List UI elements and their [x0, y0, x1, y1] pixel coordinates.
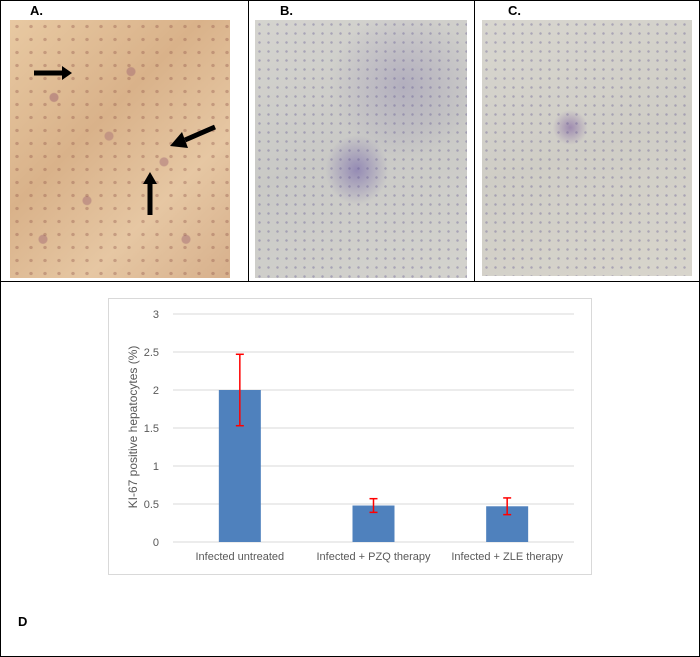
- micrograph-texture: [10, 20, 230, 278]
- y-tick-label: 0.5: [144, 499, 159, 511]
- y-tick-label: 2: [153, 385, 159, 397]
- x-tick-label: Infected + ZLE therapy: [451, 551, 563, 563]
- arrow-annotations: [34, 66, 216, 215]
- micrograph-b: [255, 20, 467, 278]
- y-tick-label: 1: [153, 461, 159, 473]
- micrograph-a: [10, 20, 230, 278]
- panel-divider: [0, 281, 700, 282]
- y-tick-label: 0: [153, 537, 159, 549]
- panel-label-a: A.: [30, 3, 43, 18]
- x-tick-label: Infected untreated: [195, 551, 284, 563]
- bar-chart-svg: 0 0.5 1 1.5 2 2.5 3 Infected untreated Infected…: [126, 309, 574, 563]
- panel-label-c: C.: [508, 3, 521, 18]
- bar-chart: 0 0.5 1 1.5 2 2.5 3 Infected untreated Infected…: [108, 298, 592, 575]
- panel-label-b: B.: [280, 3, 293, 18]
- panel-divider: [248, 0, 249, 281]
- micrograph-texture: [255, 20, 467, 278]
- micrograph-texture: [482, 20, 692, 276]
- y-tick-label: 1.5: [144, 423, 159, 435]
- x-tick-label: Infected + PZQ therapy: [316, 551, 431, 563]
- y-tick-label: 3: [153, 309, 159, 321]
- y-axis-label: KI-67 positive hepatocytes (%): [126, 346, 140, 509]
- panel-divider: [474, 0, 475, 281]
- micrograph-c: [482, 20, 692, 276]
- y-tick-label: 2.5: [144, 347, 159, 359]
- panel-label-d: D: [18, 614, 28, 629]
